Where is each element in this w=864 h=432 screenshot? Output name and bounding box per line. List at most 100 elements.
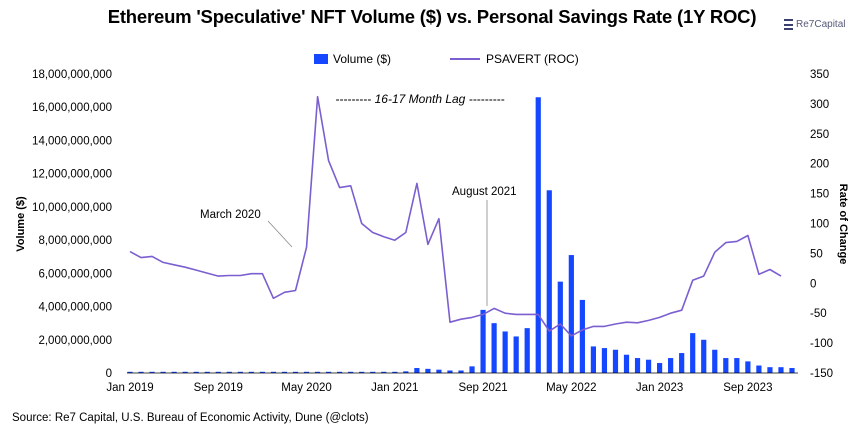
chart-title: Ethereum 'Speculative' NFT Volume ($) vs… [107,6,757,27]
volume-bar [513,336,519,373]
x-axis-ticks: Jan 2019 Sep 2019 May 2020 Jan 2021 Sep 2021… [106,382,772,394]
volume-bar [392,371,398,373]
volume-bar [557,281,563,373]
right-tick-label: -150 [810,368,833,380]
volume-bar [568,255,574,373]
volume-bar [226,371,232,373]
volume-bar [436,369,442,373]
volume-bar [303,371,310,373]
volume-bar [579,299,585,373]
march-2020-leader [267,220,293,248]
x-tick-label: Sep 2023 [723,382,772,394]
volume-bar [745,361,751,373]
volume-bar [756,365,762,373]
volume-bar [182,371,188,373]
x-tick-label: Sep 2021 [458,382,507,394]
volume-bar [425,368,431,373]
volume-bar [469,366,475,373]
august-2021-label: August 2021 [452,186,517,198]
volume-bar [381,371,387,373]
volume-bar [712,349,718,373]
volume-bar [690,333,696,373]
volume-bar [734,358,740,373]
volume-bar [204,371,210,373]
right-tick-label: 300 [810,99,829,111]
volume-bar [546,190,552,373]
lag-annotation: --------- 16-17 Month Lag --------- [335,92,504,106]
right-axis-ticks: -150 -100 -50 0 50 100 150 200 250 300 350 [810,69,833,380]
left-axis-ticks: 0 2,000,000,000 4,000,000,000 6,000,000,000… [32,69,112,380]
volume-bar [447,370,453,373]
volume-bar [458,370,464,373]
volume-bar [160,371,166,373]
volume-bar [171,371,177,373]
legend-label-psavert: PSAVERT (ROC) [486,52,579,66]
right-tick-label: 350 [810,69,829,81]
volume-bar [668,358,674,373]
volume-bar [778,367,784,373]
volume-bar [634,358,641,373]
volume-bar [149,371,155,373]
volume-bar [701,339,707,373]
volume-bar [645,359,652,373]
left-tick-label: 0 [106,368,112,380]
left-axis-title: Volume ($) [15,196,27,252]
psavert-line [129,95,782,337]
volume-bar [491,323,497,373]
left-tick-label: 6,000,000,000 [38,268,112,280]
left-tick-label: 8,000,000,000 [38,235,112,247]
re7-logo: Re7Capital [784,19,845,30]
x-tick-label: May 2022 [546,382,597,394]
volume-bar [127,371,133,373]
volume-bar [480,309,486,373]
volume-bar [502,331,508,373]
right-tick-label: 250 [810,129,829,141]
x-tick-label: Jan 2019 [106,382,153,394]
volume-bar [248,371,254,373]
right-tick-label: -50 [810,308,827,320]
volume-bar [623,354,630,373]
volume-bar [292,371,299,373]
left-tick-label: 12,000,000,000 [32,169,112,181]
left-tick-label: 18,000,000,000 [32,69,112,81]
legend-swatch-volume [314,54,328,64]
volume-bar [237,371,243,373]
volume-bar [348,371,354,373]
legend: Volume ($) PSAVERT (ROC) [314,52,579,66]
volume-bar [414,368,420,373]
right-tick-label: 0 [810,278,816,290]
volume-bar [215,371,221,373]
volume-bar [359,371,365,373]
march-2020-label: March 2020 [200,209,261,221]
volume-bar [259,371,265,373]
volume-bar [314,371,321,373]
volume-bar [403,371,409,373]
volume-bar [601,348,608,373]
volume-bar [767,367,773,373]
x-tick-label: May 2020 [281,382,332,394]
legend-label-volume: Volume ($) [333,52,391,66]
volume-bar [789,368,795,373]
left-tick-label: 16,000,000,000 [32,102,112,114]
left-tick-label: 10,000,000,000 [32,202,112,214]
re7-logo-icon [784,19,793,30]
right-axis-title: Rate of Change [837,184,849,265]
left-tick-label: 4,000,000,000 [38,302,112,314]
volume-bar [524,328,530,373]
volume-bar [326,371,332,373]
x-tick-label: Sep 2019 [194,382,243,394]
right-tick-label: 100 [810,219,829,231]
right-tick-label: 150 [810,189,829,201]
x-tick-label: Jan 2023 [636,382,683,394]
re7-logo-text: Re7Capital [796,19,846,30]
volume-bar [281,371,288,373]
volume-bar [270,371,277,373]
volume-bar [193,371,199,373]
volume-bar [535,97,541,373]
left-tick-label: 2,000,000,000 [38,335,112,347]
volume-bar [657,363,663,373]
right-tick-label: 50 [810,248,823,260]
volume-bar [612,349,619,373]
left-tick-label: 14,000,000,000 [32,135,112,147]
